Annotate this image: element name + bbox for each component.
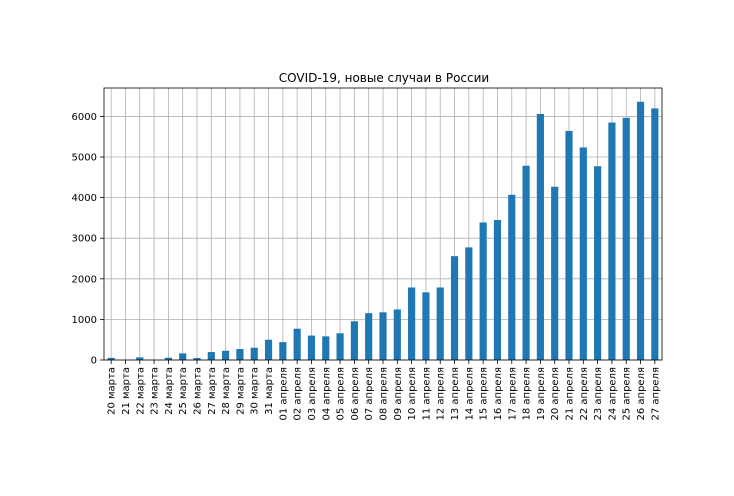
- x-tick-label: 24 марта: [164, 367, 175, 415]
- chart-title: COVID-19, новые случаи в России: [279, 71, 489, 85]
- y-tick-label: 0: [91, 356, 97, 367]
- x-tick-label: 07 апреля: [364, 367, 375, 420]
- bar-25: [450, 256, 459, 360]
- x-tick-label: 21 апреля: [565, 367, 576, 420]
- x-tick-label: 01 апреля: [278, 367, 289, 420]
- x-tick-label: 29 марта: [235, 367, 246, 415]
- y-tick-label: 4000: [72, 193, 97, 204]
- x-tick-label: 11 апреля: [421, 367, 432, 420]
- bar-6: [179, 353, 187, 360]
- bar-26: [465, 247, 473, 360]
- x-tick-label: 09 апреля: [393, 367, 404, 420]
- x-tick-label: 27 апреля: [650, 367, 661, 420]
- x-tick-label: 24 апреля: [607, 367, 618, 420]
- bar-7: [193, 357, 201, 360]
- x-tick-label: 14 апреля: [464, 367, 475, 420]
- x-tick-label: 28 марта: [221, 367, 232, 415]
- x-tick-label: 30 марта: [250, 367, 261, 415]
- bar-12: [264, 339, 273, 360]
- x-tick-label: 17 апреля: [507, 367, 518, 420]
- bar-33: [565, 130, 573, 360]
- bar-11: [250, 347, 258, 360]
- bar-14: [293, 328, 301, 360]
- x-tick-label: 18 апреля: [522, 367, 533, 420]
- x-tick-label: 13 апреля: [450, 367, 461, 420]
- x-tick-label: 20 апреля: [550, 367, 561, 420]
- bar-32: [551, 186, 559, 360]
- plot-frame: [103, 87, 663, 361]
- bar-1: [107, 357, 115, 360]
- x-tick-label: 08 апреля: [379, 367, 390, 420]
- x-tick-label: 23 апреля: [593, 367, 604, 420]
- x-tick-label: 27 марта: [207, 367, 218, 415]
- y-tick-label: 1000: [72, 315, 97, 326]
- x-tick-label: 02 апреля: [293, 367, 304, 420]
- bar-17: [336, 333, 344, 360]
- x-tick-label: 25 апреля: [622, 367, 633, 420]
- bar-21: [393, 309, 401, 360]
- x-tick-label: 19 апреля: [536, 367, 547, 420]
- x-tick-label: 20 марта: [107, 367, 118, 415]
- bar-22: [408, 287, 416, 360]
- bars: [107, 101, 659, 360]
- bar-23: [422, 292, 430, 360]
- bar-31: [536, 113, 544, 360]
- bar-34: [579, 147, 587, 360]
- bar-19: [365, 313, 373, 360]
- x-tick-label: 16 апреля: [493, 367, 504, 420]
- bar-36: [608, 122, 616, 360]
- x-tick-label: 25 марта: [178, 367, 189, 415]
- x-tick-label: 22 марта: [135, 367, 146, 415]
- bar-16: [322, 336, 330, 360]
- x-tick-label: 21 марта: [121, 367, 132, 415]
- bar-39: [651, 108, 659, 360]
- bar-37: [622, 117, 630, 360]
- y-tick-label: 2000: [72, 274, 97, 285]
- bar-18: [350, 321, 358, 360]
- bar-27: [479, 222, 487, 360]
- bar-29: [508, 194, 516, 360]
- x-tick-label: 15 апреля: [479, 367, 490, 420]
- x-tick-label: 26 апреля: [636, 367, 647, 420]
- x-tick-label: 03 апреля: [307, 367, 318, 420]
- bar-15: [307, 335, 316, 360]
- bar-35: [594, 166, 602, 360]
- x-tick-label: 12 апреля: [436, 367, 447, 420]
- axes: 0 1000 2000 3000 4000 5000 6000 20 марта 21 март…: [72, 87, 663, 420]
- y-tick-label: 5000: [72, 153, 97, 164]
- bar-20: [379, 312, 387, 360]
- bar-10: [236, 349, 244, 360]
- x-tick-label: 04 апреля: [321, 367, 332, 420]
- x-tick-label: 26 марта: [193, 367, 204, 415]
- x-tick-label: 06 апреля: [350, 367, 361, 420]
- y-tick-label: 6000: [72, 112, 97, 123]
- bar-28: [493, 220, 502, 360]
- bar-9: [222, 350, 230, 360]
- bar-38: [636, 101, 645, 360]
- bar-13: [279, 342, 287, 360]
- bar-5: [164, 357, 172, 360]
- bar-3: [136, 357, 144, 360]
- x-tick-label: 23 марта: [150, 367, 161, 415]
- x-tick-label: 05 апреля: [336, 367, 347, 420]
- y-tick-label: 3000: [72, 234, 97, 245]
- x-tick-label: 10 апреля: [407, 367, 418, 420]
- x-tick-label: 31 марта: [264, 367, 275, 415]
- x-tick-label: 22 апреля: [579, 367, 590, 420]
- bar-24: [436, 287, 444, 360]
- bar-30: [522, 165, 530, 360]
- bar-8: [207, 352, 215, 360]
